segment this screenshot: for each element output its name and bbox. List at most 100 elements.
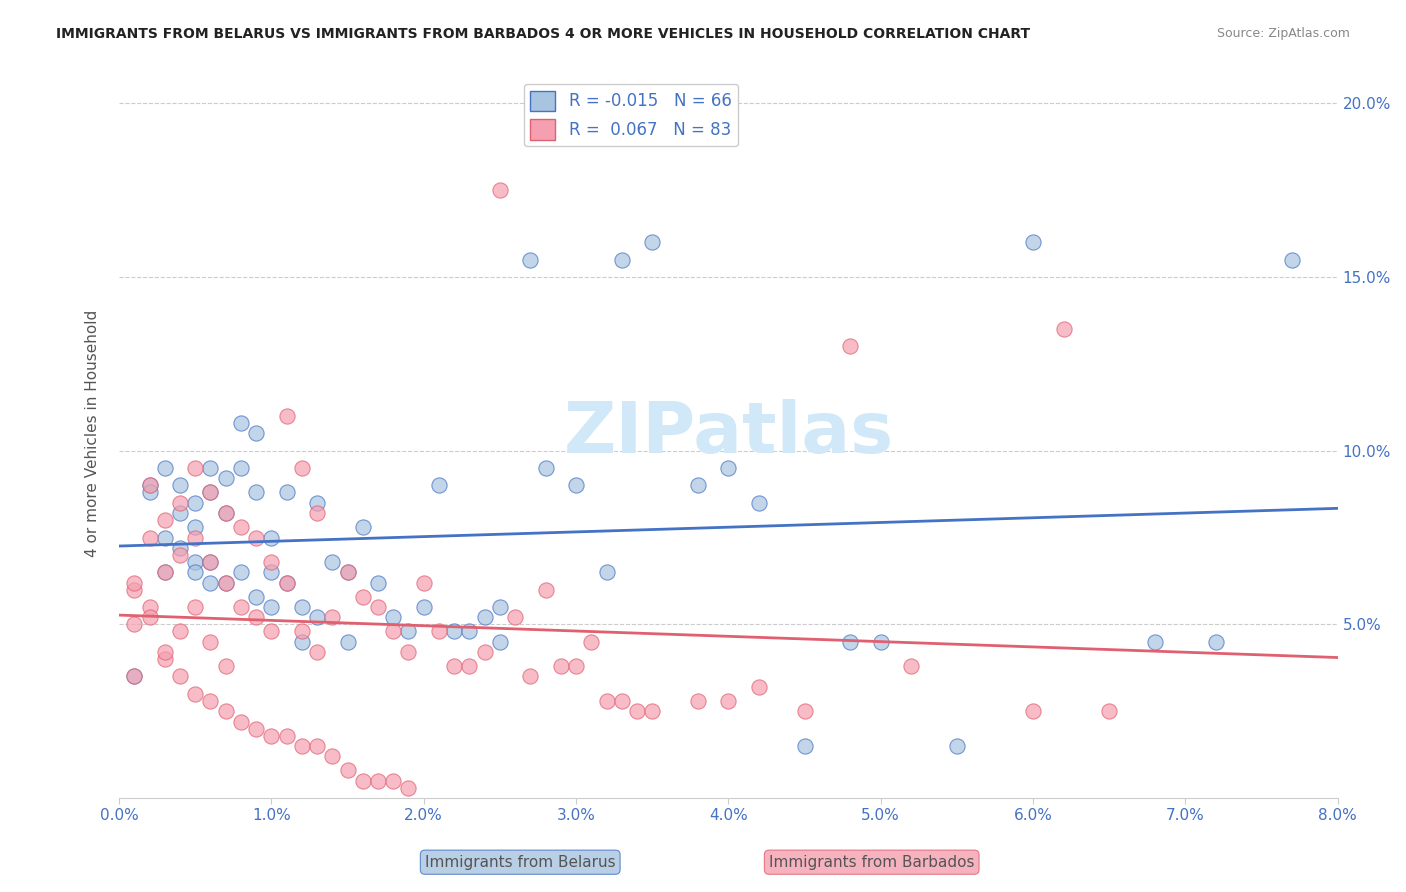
Point [1022,235,1045,250]
Point [153,531,176,545]
Point [382,773,405,788]
Point [200,634,222,648]
Point [184,461,207,475]
Point [595,694,617,708]
Point [352,520,374,534]
Point [200,694,222,708]
Point [610,694,633,708]
Point [215,575,238,590]
Point [260,624,283,639]
Point [503,610,526,624]
Point [398,645,420,659]
Point [717,461,740,475]
Text: Source: ZipAtlas.com: Source: ZipAtlas.com [1216,27,1350,40]
Point [565,659,588,673]
Point [260,729,283,743]
Point [382,610,405,624]
Point [489,599,512,614]
Point [398,780,420,795]
Point [215,506,238,520]
Point [382,624,405,639]
Point [200,555,222,569]
Point [169,541,191,555]
Point [200,485,222,500]
Point [1052,322,1074,336]
Point [641,235,664,250]
Point [153,566,176,580]
Point [276,485,298,500]
Point [748,496,770,510]
Point [260,566,283,580]
Legend: R = -0.015   N = 66, R =  0.067   N = 83: R = -0.015 N = 66, R = 0.067 N = 83 [523,84,738,146]
Text: Immigrants from Barbados: Immigrants from Barbados [769,855,974,870]
Point [412,575,434,590]
Point [412,599,434,614]
Point [534,461,557,475]
Point [153,652,176,666]
Point [215,575,238,590]
Point [595,566,617,580]
Point [1143,634,1166,648]
Point [793,739,815,753]
Point [169,624,191,639]
Point [307,496,329,510]
Point [184,531,207,545]
Point [169,548,191,562]
Point [153,513,176,527]
Point [869,634,891,648]
Point [124,669,146,683]
Point [321,749,343,764]
Point [229,461,252,475]
Point [336,566,359,580]
Point [215,704,238,718]
Point [1281,252,1303,267]
Point [839,634,862,648]
Point [367,773,389,788]
Point [427,624,450,639]
Point [307,506,329,520]
Point [276,575,298,590]
Point [276,575,298,590]
Point [336,764,359,778]
Point [1022,704,1045,718]
Point [748,680,770,694]
Point [138,478,160,492]
Y-axis label: 4 or more Vehicles in Household: 4 or more Vehicles in Household [86,310,100,557]
Point [307,645,329,659]
Point [291,599,314,614]
Point [793,704,815,718]
Point [215,471,238,485]
Point [291,634,314,648]
Point [321,555,343,569]
Point [260,599,283,614]
Point [489,634,512,648]
Point [124,582,146,597]
Point [229,599,252,614]
Point [138,485,160,500]
Point [367,599,389,614]
Point [184,496,207,510]
Point [169,478,191,492]
Point [443,659,465,673]
Point [321,610,343,624]
Point [1098,704,1121,718]
Point [839,339,862,353]
Point [534,582,557,597]
Point [184,520,207,534]
Point [245,485,267,500]
Point [686,694,709,708]
Point [458,659,481,673]
Point [138,531,160,545]
Point [443,624,465,639]
Point [610,252,633,267]
Point [169,669,191,683]
Point [200,575,222,590]
Point [307,739,329,753]
Point [245,590,267,604]
Point [307,610,329,624]
Text: ZIPatlas: ZIPatlas [564,399,893,467]
Point [229,714,252,729]
Point [686,478,709,492]
Point [717,694,740,708]
Point [245,722,267,736]
